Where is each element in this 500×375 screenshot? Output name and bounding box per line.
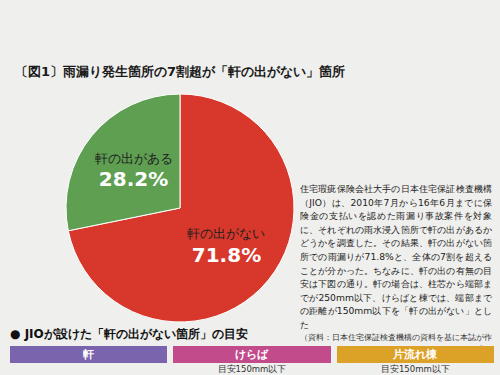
html-text:片流れ棟: 片流れ棟 xyxy=(393,348,438,361)
svg-text:軒の出がない: 軒の出がない xyxy=(187,226,265,241)
svg-text:軒の出がある: 軒の出がある xyxy=(95,151,173,166)
html-text:軒: 軒 xyxy=(83,348,95,361)
svg-text:28.2%: 28.2% xyxy=(99,167,168,191)
html-text:（資料：日本住宅保証検査機構の資料を基に本誌が作成）: （資料：日本住宅保証検査機構の資料を基に本誌が作成） xyxy=(300,332,492,354)
svg-text:71.8%: 71.8% xyxy=(192,243,261,267)
html-text:けらば: けらば xyxy=(235,348,269,361)
html-text:● JIOが設けた「軒の出がない箇所」の目安: ● JIOが設けた「軒の出がない箇所」の目安 xyxy=(10,327,248,341)
html-text:住宅瑕疵保険会社大手の日本住宅保証検査機構（JIO）は、20: 住宅瑕疵保険会社大手の日本住宅保証検査機構（JIO）は、2010年7月から16年… xyxy=(300,183,492,330)
html-text:目安150mm以下: 目安150mm以下 xyxy=(380,364,450,374)
html-text:目安150mm以下: 目安150mm以下 xyxy=(217,364,287,374)
svg-text:〔図1〕雨漏り発生箇所の7割超が「軒の出がない」箇所: 〔図1〕雨漏り発生箇所の7割超が「軒の出がない」箇所 xyxy=(15,64,345,79)
